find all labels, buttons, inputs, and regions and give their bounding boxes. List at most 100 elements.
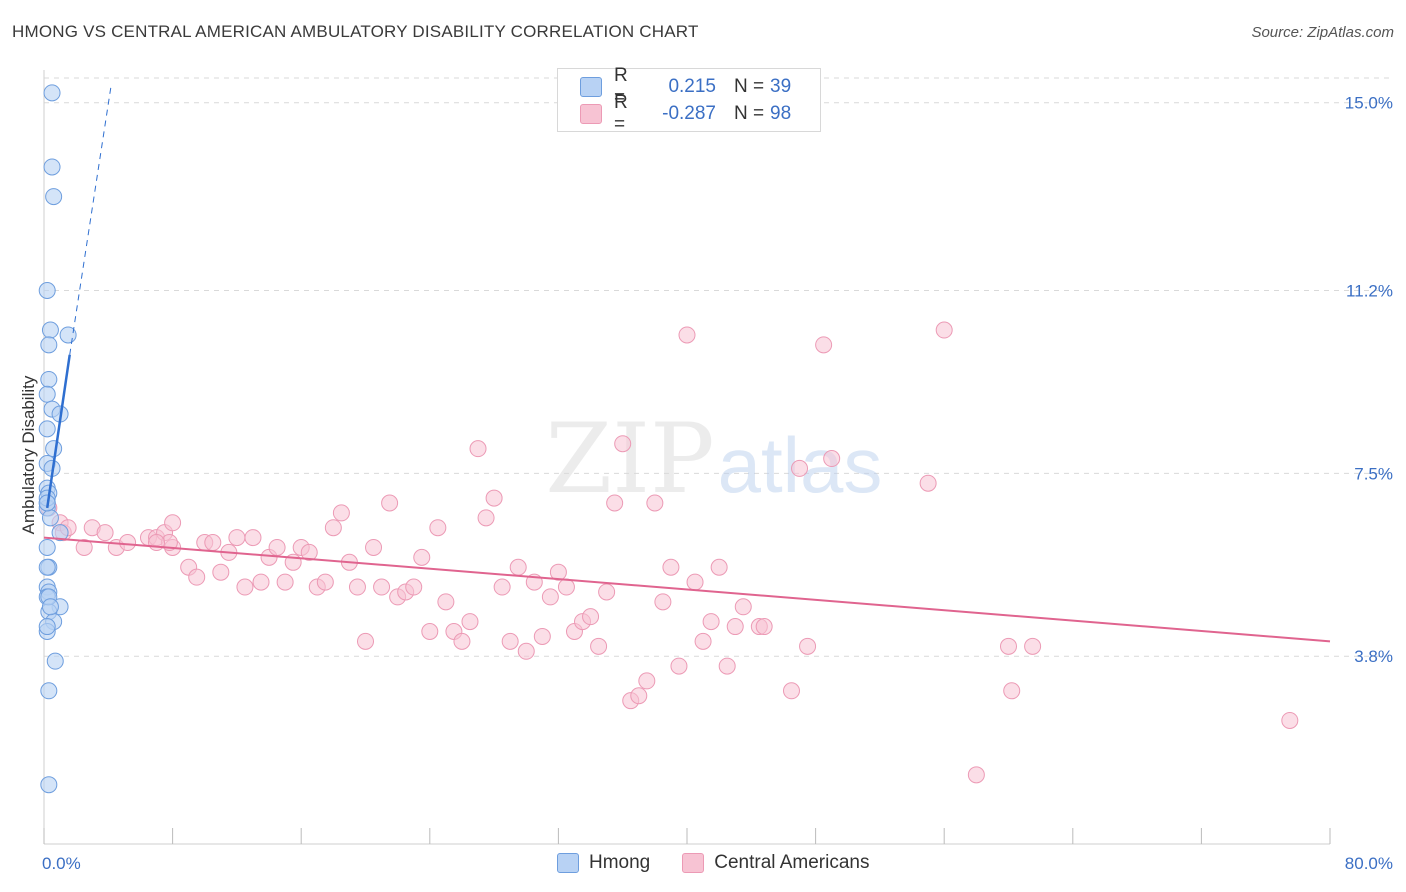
hmong-point	[41, 598, 59, 616]
series-legend: Hmong Central Americans	[557, 852, 901, 874]
tick-labels: 3.8% 7.5% 11.2% 15.0% 0.0% 80.0%	[42, 94, 1393, 873]
central-americans-point	[373, 578, 391, 596]
central-americans-point	[710, 558, 728, 576]
y-tick-label: 11.2%	[1346, 282, 1393, 301]
r-value: -0.287	[662, 103, 716, 124]
central-americans-point	[815, 336, 833, 354]
central-americans-point	[164, 514, 182, 532]
legend-row-central: R = -0.287 N = 98	[580, 92, 791, 135]
central-americans-point	[244, 529, 262, 547]
central-americans-point	[252, 573, 270, 591]
central-americans-point	[268, 538, 286, 556]
hmong-point	[40, 682, 58, 700]
hmong-point	[43, 84, 61, 102]
r-label: R =	[614, 65, 628, 108]
central-americans-point	[654, 593, 672, 611]
trend-lines	[43, 82, 1331, 643]
hmong-point	[51, 524, 69, 542]
central-americans-point	[405, 578, 423, 596]
central-swatch	[682, 853, 705, 873]
hmong-point	[40, 370, 58, 388]
central-americans-point	[119, 534, 137, 552]
correlation-legend: R = 0.215 N = 39 R = -0.287 N = 98	[557, 65, 821, 135]
hmong-point	[38, 618, 56, 636]
central-americans-point	[437, 593, 455, 611]
central-americans-point	[188, 568, 206, 586]
legend-item-central[interactable]: Central Americans	[682, 852, 869, 874]
hmong-point	[46, 652, 64, 670]
central-americans-point	[517, 642, 535, 660]
y-axis-label: Ambulatory Disability	[19, 375, 38, 534]
central-americans-point	[204, 534, 222, 552]
central-americans-point	[324, 519, 342, 537]
hmong-point	[41, 509, 59, 527]
central-americans-point	[686, 573, 704, 591]
central-americans-point	[614, 435, 632, 453]
legend-label-central: Central Americans	[714, 852, 870, 873]
hmong-point	[38, 385, 56, 403]
r-value: 0.215	[668, 76, 716, 97]
central-americans-point	[1281, 711, 1299, 729]
central-swatch	[580, 104, 602, 124]
central-americans-point	[493, 578, 511, 596]
central-americans-point	[413, 548, 431, 566]
hmong-point	[38, 282, 56, 300]
central-americans-point	[638, 672, 656, 690]
central-americans-point	[823, 450, 841, 468]
central-americans-point	[755, 618, 773, 636]
x-tick-label: 0.0%	[42, 854, 81, 873]
central-americans-point	[75, 538, 93, 556]
central-americans-point	[734, 598, 752, 616]
watermark-zip: ZIP	[545, 403, 714, 515]
central-americans-point	[646, 494, 664, 512]
hmong-point	[45, 188, 63, 206]
hmong-point	[40, 336, 58, 354]
central-americans-point	[300, 543, 318, 561]
central-americans-point	[582, 608, 600, 626]
central-americans-point	[967, 766, 985, 784]
hmong-trend-extension	[69, 82, 113, 355]
central-americans-points	[40, 321, 1299, 784]
y-tick-label: 7.5%	[1354, 464, 1393, 483]
central-americans-point	[533, 627, 551, 645]
hmong-point	[38, 420, 56, 438]
source-label: Source: ZipAtlas.com	[1251, 24, 1394, 41]
central-americans-point	[782, 682, 800, 700]
central-americans-point	[541, 588, 559, 606]
central-americans-point	[598, 583, 616, 601]
central-americans-point	[630, 687, 648, 705]
y-tick-label: 3.8%	[1354, 647, 1393, 666]
central-americans-point	[1024, 637, 1042, 655]
central-americans-point	[365, 538, 383, 556]
hmong-point	[41, 321, 59, 339]
central-americans-point	[477, 509, 495, 527]
central-americans-point	[678, 326, 696, 344]
n-label: N =	[734, 103, 765, 124]
central-americans-point	[791, 459, 809, 477]
hmong-point	[38, 558, 56, 576]
central-americans-point	[718, 657, 736, 675]
central-americans-point	[557, 578, 575, 596]
central-americans-point	[662, 558, 680, 576]
hmong-trend-line	[45, 354, 71, 509]
hmong-point	[40, 776, 58, 794]
legend-label-hmong: Hmong	[589, 852, 651, 873]
central-americans-point	[453, 632, 471, 650]
central-americans-point	[935, 321, 953, 339]
chart-title: HMONG VS CENTRAL AMERICAN AMBULATORY DIS…	[12, 22, 699, 41]
legend-item-hmong[interactable]: Hmong	[557, 852, 650, 874]
central-americans-point	[276, 573, 294, 591]
n-value: 39	[770, 76, 792, 97]
central-americans-point	[694, 632, 712, 650]
central-americans-point	[228, 529, 246, 547]
central-americans-point	[421, 622, 439, 640]
central-americans-point	[1000, 637, 1017, 655]
central-americans-point	[332, 504, 350, 522]
hmong-point	[45, 440, 63, 458]
central-americans-point	[590, 637, 608, 655]
central-americans-point	[501, 632, 519, 650]
central-americans-point	[96, 524, 114, 542]
central-americans-point	[469, 440, 487, 458]
central-americans-point	[316, 573, 334, 591]
central-americans-point	[1003, 682, 1021, 700]
